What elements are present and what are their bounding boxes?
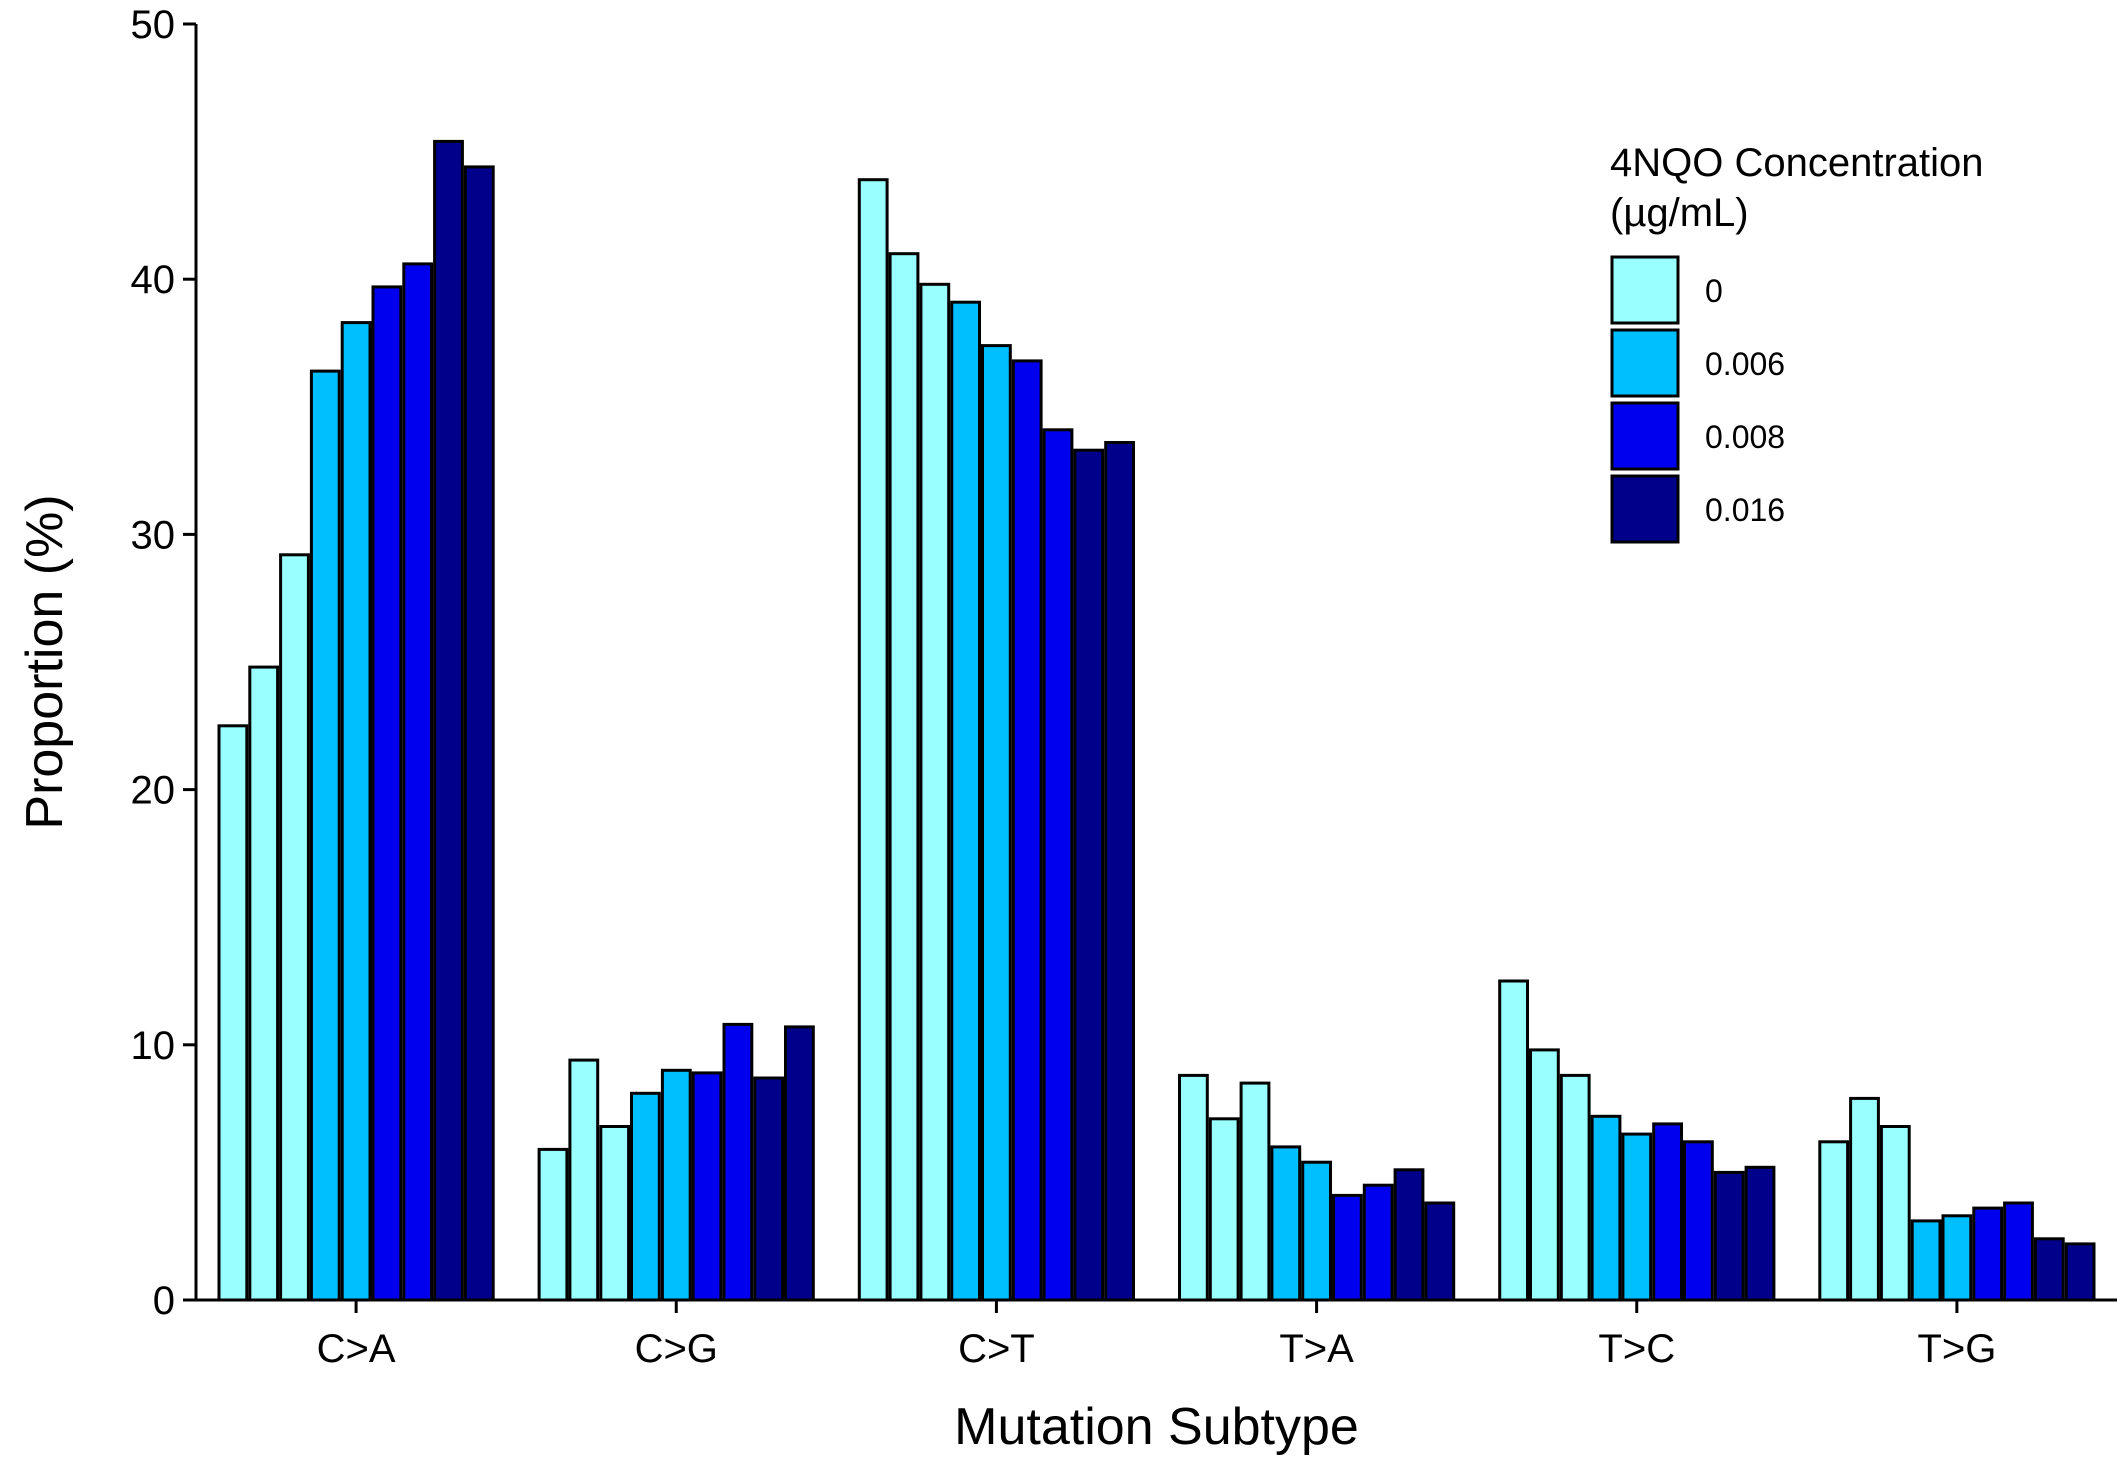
bar-CtoA-1 bbox=[217, 724, 249, 1302]
bar-CtoA-9 bbox=[463, 165, 495, 1302]
bar-TtoA-5 bbox=[1301, 1160, 1332, 1302]
bar-TtoC-3 bbox=[1559, 1073, 1591, 1302]
legend-label: 0.006 bbox=[1705, 346, 1785, 382]
x-tick-label: T>A bbox=[1279, 1327, 1354, 1371]
y-tick-label: 30 bbox=[131, 513, 176, 557]
bar-TtoC-5 bbox=[1621, 1132, 1653, 1302]
y-tick-label: 40 bbox=[131, 258, 176, 302]
y-tick-label: 50 bbox=[131, 3, 176, 47]
bar-CtoA-8 bbox=[433, 139, 464, 1302]
bar-TtoC-8 bbox=[1713, 1170, 1745, 1302]
bar-CtoT-4 bbox=[950, 300, 982, 1302]
bar-CtoG-4 bbox=[630, 1091, 661, 1302]
y-tick-label: 10 bbox=[131, 1024, 176, 1068]
bar-CtoT-6 bbox=[1011, 359, 1043, 1302]
bar-TtoA-2 bbox=[1208, 1117, 1240, 1302]
bar-TtoC-7 bbox=[1683, 1140, 1714, 1302]
bar-CtoA-5 bbox=[340, 321, 372, 1302]
y-tick-label: 20 bbox=[131, 769, 176, 813]
bar-CtoG-1 bbox=[537, 1147, 569, 1302]
bar-TtoA-1 bbox=[1178, 1073, 1209, 1302]
legend-swatch bbox=[1610, 474, 1680, 544]
bar-CtoA-2 bbox=[248, 665, 280, 1302]
bar-TtoA-6 bbox=[1332, 1193, 1363, 1302]
bar-TtoG-6 bbox=[1972, 1206, 2004, 1302]
bar-CtoG-6 bbox=[691, 1071, 723, 1302]
bar-CtoG-8 bbox=[753, 1076, 785, 1302]
bar-CtoT-8 bbox=[1073, 448, 1105, 1302]
bar-TtoC-9 bbox=[1744, 1165, 1776, 1302]
bar-CtoA-3 bbox=[279, 553, 310, 1302]
bar-TtoC-6 bbox=[1652, 1122, 1683, 1302]
bar-CtoG-2 bbox=[568, 1058, 600, 1302]
bar-TtoG-2 bbox=[1849, 1096, 1880, 1302]
y-tick-label: 0 bbox=[153, 1279, 175, 1323]
legend-title-line-1: 4NQO Concentration bbox=[1610, 141, 1984, 185]
bar-TtoA-8 bbox=[1393, 1168, 1425, 1302]
bar-TtoC-2 bbox=[1529, 1048, 1560, 1302]
axes bbox=[194, 24, 2117, 1302]
legend: 4NQO Concentration (µg/mL) 0 0.006 0.008 0.… bbox=[1610, 141, 1984, 544]
bar-TtoG-1 bbox=[1818, 1140, 1850, 1302]
bar-CtoG-9 bbox=[784, 1025, 815, 1302]
bar-CtoA-6 bbox=[371, 285, 403, 1302]
bar-CtoT-3 bbox=[919, 282, 951, 1302]
x-ticks: C>A C>G C>T T>A T>C T>G bbox=[317, 1300, 1996, 1371]
bar-CtoT-5 bbox=[981, 344, 1012, 1302]
bar-CtoA-4 bbox=[309, 369, 341, 1302]
bar-TtoG-7 bbox=[2003, 1201, 2034, 1302]
legend-swatch bbox=[1610, 255, 1680, 325]
bar-TtoG-3 bbox=[1879, 1125, 1911, 1302]
bar-TtoA-9 bbox=[1424, 1201, 1456, 1302]
bar-TtoA-7 bbox=[1362, 1183, 1394, 1302]
bar-TtoG-4 bbox=[1910, 1219, 1942, 1302]
bar-CtoT-9 bbox=[1104, 441, 1135, 1302]
bar-TtoA-4 bbox=[1270, 1145, 1302, 1302]
bar-CtoT-7 bbox=[1042, 428, 1074, 1302]
x-tick-label: C>A bbox=[317, 1327, 396, 1371]
bar-TtoA-3 bbox=[1239, 1081, 1271, 1302]
legend-swatch bbox=[1610, 401, 1680, 471]
bar-TtoG-9 bbox=[2064, 1242, 2096, 1302]
bar-CtoG-5 bbox=[660, 1068, 692, 1302]
legend-items: 0 0.006 0.008 0.016 bbox=[1610, 255, 1785, 544]
bar-TtoC-1 bbox=[1498, 979, 1529, 1302]
bar-TtoC-4 bbox=[1590, 1114, 1622, 1302]
bar-CtoA-7 bbox=[402, 262, 434, 1302]
y-ticks: 0 10 20 30 40 50 bbox=[131, 3, 196, 1323]
bar-TtoG-5 bbox=[1941, 1214, 1973, 1302]
bar-CtoT-2 bbox=[888, 252, 920, 1302]
legend-label: 0.008 bbox=[1705, 419, 1785, 455]
legend-label: 0.016 bbox=[1705, 492, 1785, 528]
x-tick-label: C>G bbox=[635, 1327, 718, 1371]
x-tick-label: T>G bbox=[1917, 1327, 1996, 1371]
legend-title-line-2: (µg/mL) bbox=[1610, 191, 1749, 235]
legend-label: 0 bbox=[1705, 273, 1723, 309]
x-tick-label: C>T bbox=[958, 1327, 1035, 1371]
bar-CtoG-7 bbox=[722, 1022, 754, 1302]
bars bbox=[217, 139, 2096, 1302]
bar-CtoT-1 bbox=[857, 178, 889, 1302]
x-axis-title: Mutation Subtype bbox=[954, 1398, 1359, 1456]
x-tick-label: T>C bbox=[1598, 1327, 1675, 1371]
y-axis-title: Proportion (%) bbox=[16, 494, 74, 829]
bar-TtoG-8 bbox=[2033, 1237, 2065, 1302]
bar-CtoG-3 bbox=[599, 1125, 631, 1302]
legend-swatch bbox=[1610, 328, 1680, 398]
